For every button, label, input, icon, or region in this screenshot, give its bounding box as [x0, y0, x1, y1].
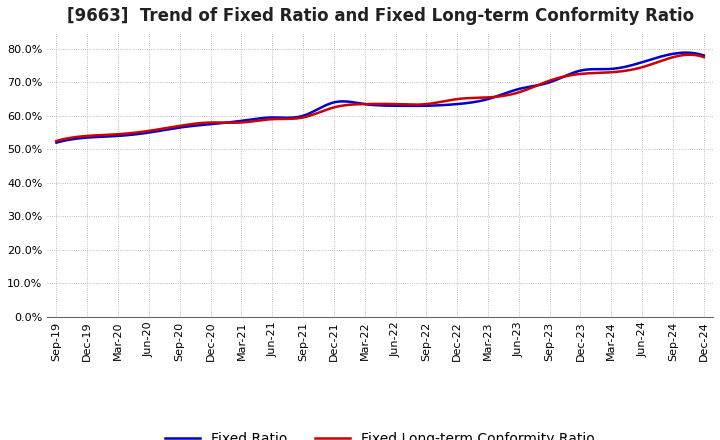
- Title: [9663]  Trend of Fixed Ratio and Fixed Long-term Conformity Ratio: [9663] Trend of Fixed Ratio and Fixed Lo…: [66, 7, 693, 25]
- Fixed Long-term Conformity Ratio: [459, 96, 468, 101]
- Legend: Fixed Ratio, Fixed Long-term Conformity Ratio: Fixed Ratio, Fixed Long-term Conformity …: [166, 432, 595, 440]
- Fixed Ratio: [700, 53, 708, 58]
- Fixed Ratio: [52, 140, 60, 145]
- Fixed Ratio: [263, 115, 271, 120]
- Fixed Long-term Conformity Ratio: [523, 87, 531, 92]
- Fixed Long-term Conformity Ratio: [700, 55, 708, 60]
- Fixed Long-term Conformity Ratio: [130, 130, 139, 136]
- Fixed Ratio: [519, 85, 528, 91]
- Fixed Ratio: [308, 109, 317, 114]
- Fixed Long-term Conformity Ratio: [263, 117, 271, 122]
- Line: Fixed Long-term Conformity Ratio: Fixed Long-term Conformity Ratio: [56, 55, 704, 141]
- Fixed Long-term Conformity Ratio: [308, 112, 317, 117]
- Fixed Long-term Conformity Ratio: [52, 138, 60, 143]
- Fixed Ratio: [523, 84, 531, 90]
- Fixed Ratio: [682, 50, 690, 55]
- Fixed Ratio: [459, 101, 468, 106]
- Fixed Ratio: [130, 132, 139, 137]
- Fixed Long-term Conformity Ratio: [519, 88, 528, 93]
- Line: Fixed Ratio: Fixed Ratio: [56, 53, 704, 143]
- Fixed Long-term Conformity Ratio: [685, 52, 693, 57]
